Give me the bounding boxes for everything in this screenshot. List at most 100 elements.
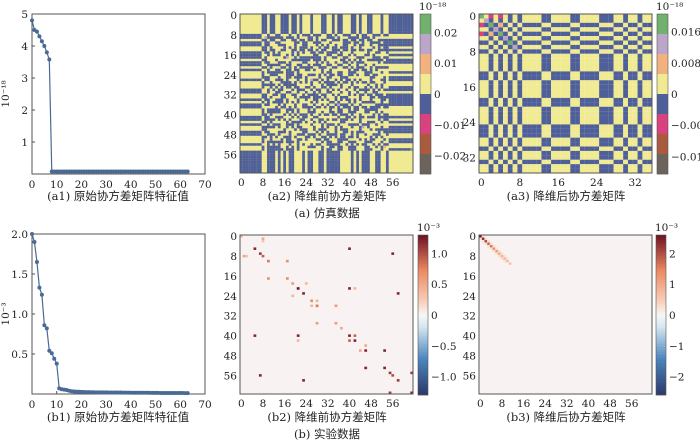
- heatmap-cell: [396, 95, 400, 99]
- heatmap-cell: [517, 71, 523, 76]
- heatmap-cell: [250, 155, 254, 159]
- heatmap-cell: [399, 76, 403, 79]
- heatmap-cell: [331, 155, 335, 159]
- heatmap-cell: [603, 58, 609, 63]
- heatmap-cell: [350, 168, 354, 171]
- heatmap-cell: [342, 38, 346, 42]
- heatmap-cell: [367, 36, 370, 39]
- heatmap-cell: [497, 249, 501, 253]
- heatmap-cell: [584, 49, 590, 54]
- heatmap-cell: [488, 115, 494, 121]
- heatmap-cell: [267, 41, 270, 44]
- heatmap-cell: [589, 164, 595, 169]
- heatmap-cell: [599, 18, 604, 23]
- heatmap-cell: [248, 150, 251, 154]
- heatmap-cell: [312, 125, 316, 129]
- heatmap-cell: [527, 75, 532, 81]
- heatmap-cell: [258, 143, 262, 146]
- heatmap-cell: [489, 247, 493, 250]
- heatmap-cell: [348, 98, 351, 101]
- heatmap-cell: [256, 143, 259, 146]
- heatmap-cell: [299, 16, 303, 20]
- heatmap-cell: [299, 138, 303, 141]
- heatmap-cell: [579, 106, 585, 112]
- heatmap-cell: [517, 36, 523, 41]
- heatmap-cell: [575, 44, 580, 50]
- heatmap-cell: [402, 18, 405, 22]
- heatmap-cell: [488, 22, 494, 28]
- x-tick-label: 16: [552, 177, 566, 189]
- heatmap-cell: [312, 73, 316, 77]
- heatmap-cell: [613, 102, 619, 107]
- y-tick-label: 40: [224, 110, 237, 122]
- heatmap-cell: [517, 18, 523, 23]
- heatmap-cell: [555, 106, 561, 112]
- heatmap-cell: [603, 93, 609, 98]
- heatmap-cell: [337, 160, 341, 164]
- heatmap-cell: [637, 49, 643, 54]
- heatmap-cell: [488, 124, 494, 129]
- heatmap-cell: [258, 105, 262, 109]
- heatmap-cell: [326, 168, 330, 171]
- heatmap-cell: [242, 143, 246, 146]
- heatmap-cell: [310, 18, 314, 22]
- heatmap-cell: [618, 58, 624, 63]
- heatmap-cell: [608, 31, 614, 37]
- heatmap-cell: [307, 155, 311, 159]
- heatmap-cell: [294, 68, 297, 72]
- colorbar-segment: [656, 371, 666, 374]
- heatmap-cell: [264, 120, 268, 124]
- heatmap-cell: [512, 142, 518, 147]
- heatmap-cell: [407, 43, 411, 47]
- colorbar-segment: [420, 54, 431, 75]
- heatmap-cell: [350, 23, 354, 27]
- heatmap-cell: [637, 146, 643, 151]
- heatmap-cell: [642, 115, 648, 121]
- heatmap-cell: [283, 83, 286, 87]
- heatmap-cell: [613, 124, 619, 129]
- heatmap-cell: [391, 38, 395, 42]
- y-tick-label: 0: [230, 231, 237, 243]
- heatmap-cell: [377, 46, 381, 49]
- heatmap-cell: [551, 115, 556, 121]
- heatmap-cell: [380, 83, 384, 87]
- heatmap-cell: [267, 36, 270, 39]
- heatmap-cell: [269, 118, 273, 121]
- heatmap-cell: [536, 142, 542, 147]
- heatmap-cell: [396, 18, 400, 22]
- heatmap-cell: [546, 84, 552, 90]
- heatmap-cell: [277, 71, 281, 74]
- heatmap-cell: [277, 130, 281, 134]
- y-tick-label: 56: [463, 370, 477, 382]
- heatmap-cell: [488, 36, 494, 41]
- heatmap-cell: [329, 165, 332, 169]
- heatmap-cell: [555, 159, 561, 165]
- heatmap-cell: [337, 100, 341, 104]
- heatmap-cell: [250, 33, 254, 37]
- heatmap-cell: [280, 36, 284, 39]
- heatmap-cell: [404, 115, 408, 119]
- heatmap-cell: [261, 120, 265, 124]
- heatmap-cell: [253, 158, 257, 161]
- heatmap-cell: [527, 128, 532, 134]
- heatmap-cell: [264, 28, 268, 32]
- heatmap-cell: [294, 41, 297, 44]
- colorbar-segment: [418, 312, 428, 316]
- heatmap-cell: [385, 170, 389, 174]
- heatmap-cell: [399, 103, 403, 106]
- heatmap-cell: [337, 81, 341, 84]
- heatmap-cell: [618, 120, 624, 125]
- heatmap-cell: [340, 145, 343, 149]
- heatmap-cell: [531, 124, 537, 129]
- heatmap-cell: [267, 133, 270, 136]
- heatmap-cell: [479, 111, 484, 116]
- heatmap-cell: [329, 51, 332, 54]
- heatmap-cell: [296, 58, 300, 62]
- heatmap-cell: [603, 80, 609, 85]
- heatmap-cell: [385, 61, 389, 64]
- heatmap-cell: [479, 237, 482, 241]
- heatmap-cell: [627, 18, 633, 23]
- heatmap-cell: [329, 163, 332, 166]
- heatmap-cell: [312, 108, 316, 111]
- colorbar-segment: [656, 237, 666, 241]
